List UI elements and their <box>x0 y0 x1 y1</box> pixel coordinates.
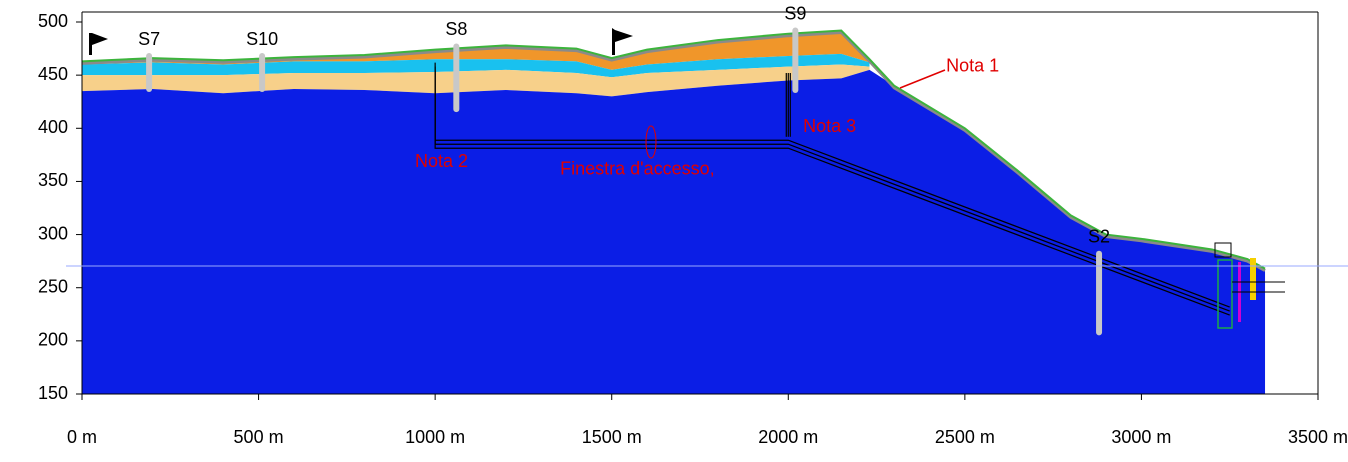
y-tick-label: 300 <box>38 223 68 243</box>
y-tick-label: 250 <box>38 276 68 296</box>
borehole-label: S8 <box>445 19 467 39</box>
tunnel <box>434 70 1230 316</box>
x-tick-label: 1500 m <box>582 427 642 447</box>
x-tick-label: 2000 m <box>758 427 818 447</box>
y-tick-label: 400 <box>38 117 68 137</box>
borehole-label: S10 <box>246 29 278 49</box>
x-tick-label: 3500 m <box>1288 427 1348 447</box>
leader-line <box>899 69 946 89</box>
x-tick-label: 1000 m <box>405 427 465 447</box>
x-tick-label: 0 m <box>67 427 97 447</box>
decorations <box>66 28 1348 329</box>
structure <box>1250 258 1256 300</box>
annotation: Nota 3 <box>803 116 856 136</box>
structure <box>1214 242 1232 258</box>
x-tick-label: 2500 m <box>935 427 995 447</box>
layer <box>82 64 870 97</box>
flag <box>89 33 108 55</box>
annotation: Finestra d'accesso, <box>560 158 715 178</box>
surface-line <box>81 29 1266 270</box>
annotation: Nota 1 <box>946 55 999 75</box>
y-tick-label: 200 <box>38 330 68 350</box>
borehole-label: S9 <box>784 3 806 23</box>
borehole-label: S7 <box>138 29 160 49</box>
x-tick-label: 3000 m <box>1111 427 1171 447</box>
layer <box>82 69 1266 394</box>
access-marker <box>645 125 657 159</box>
y-tick-label: 450 <box>38 64 68 84</box>
y-tick-label: 150 <box>38 383 68 403</box>
plot-area: S7 S10 S8 S9 S2 Nota 1 Nota 2 Finestra d'access… <box>38 3 1348 446</box>
y-tick-label: 500 <box>38 11 68 31</box>
x-tick-label: 500 m <box>234 427 284 447</box>
layer <box>82 53 870 78</box>
annotation: Nota 2 <box>415 151 468 171</box>
structure <box>1217 259 1233 329</box>
y-tick-label: 350 <box>38 170 68 190</box>
surface-cover <box>81 30 1266 272</box>
flag <box>612 28 633 55</box>
borehole-label: S2 <box>1088 226 1110 246</box>
